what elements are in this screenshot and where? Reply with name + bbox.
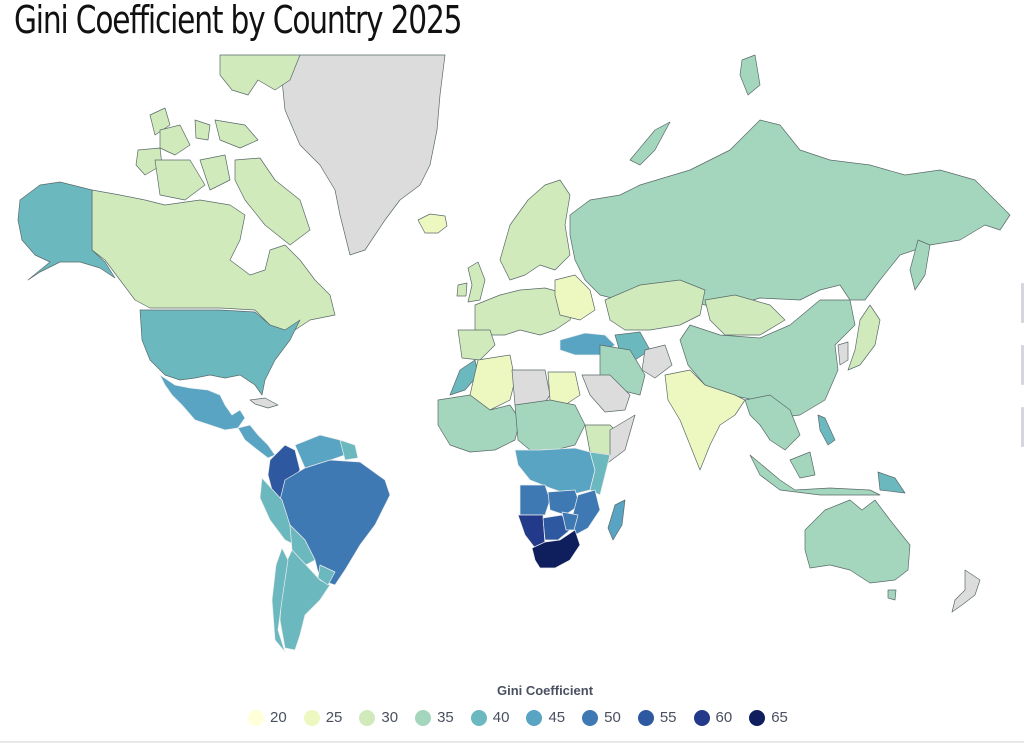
country-ukraine-belarus[interactable]: [554, 274, 596, 321]
country-norway-sweden-finland[interactable]: [499, 179, 571, 281]
country-kazakhstan[interactable]: [604, 279, 706, 331]
country-sahel[interactable]: [514, 399, 586, 451]
legend-label: 65: [771, 709, 788, 726]
country-chile[interactable]: [271, 547, 289, 653]
country-uruguay[interactable]: [317, 564, 336, 586]
legend-label: 40: [492, 709, 510, 726]
legend-label: 25: [325, 709, 343, 726]
country-angola[interactable]: [519, 484, 551, 516]
legend-label: 60: [715, 709, 733, 726]
country-philippines[interactable]: [817, 414, 836, 446]
country-cuba[interactable]: [249, 397, 279, 409]
country-central-america[interactable]: [237, 424, 276, 459]
legend-item-65[interactable]: 65: [749, 709, 788, 726]
legend-item-55[interactable]: 55: [637, 709, 677, 726]
legend-swatch: [248, 709, 264, 726]
country-south-africa[interactable]: [531, 529, 581, 569]
country-morocco[interactable]: [449, 359, 479, 396]
country-australia[interactable]: [804, 499, 911, 584]
legend-label: 55: [659, 709, 677, 726]
legend-swatch: [359, 709, 376, 726]
legend-swatch: [637, 709, 654, 726]
page-title: Gini Coefficient by Country 2025: [14, 0, 463, 42]
legend-item-45[interactable]: 45: [526, 709, 565, 726]
legend-item-35[interactable]: 35: [415, 709, 454, 726]
legend-swatch: [526, 709, 543, 726]
country-southeast-asia[interactable]: [744, 394, 801, 451]
legend-swatch: [582, 709, 599, 726]
country-western-europe[interactable]: [474, 287, 576, 336]
country-zambia[interactable]: [547, 489, 581, 516]
country-papua-new-guinea[interactable]: [877, 471, 906, 494]
country-saudi-arabia[interactable]: [581, 374, 631, 413]
country-east-africa[interactable]: [589, 451, 611, 496]
divider: [0, 741, 1024, 743]
legend-swatch: [749, 709, 766, 726]
country-canada[interactable]: [91, 189, 336, 336]
legend-item-60[interactable]: 60: [693, 709, 733, 726]
country-iceland[interactable]: [417, 213, 448, 234]
legend-label: 30: [381, 709, 399, 726]
country-korea[interactable]: [837, 341, 849, 366]
country-usa[interactable]: [139, 309, 301, 396]
country-namibia[interactable]: [517, 514, 546, 549]
legend-swatch: [693, 709, 710, 726]
legend-label: 50: [604, 709, 621, 726]
map-control-handle[interactable]: [1021, 345, 1024, 385]
country-new-zealand[interactable]: [951, 569, 981, 613]
country-peru[interactable]: [259, 477, 296, 546]
country-somalia[interactable]: [604, 414, 636, 466]
legend-label: 35: [437, 709, 454, 726]
legend-swatch: [470, 709, 487, 726]
country-mongolia[interactable]: [704, 294, 786, 336]
country-borneo[interactable]: [789, 451, 816, 479]
country-india[interactable]: [664, 369, 746, 471]
country-mexico[interactable]: [159, 374, 246, 431]
country-usa-alaska[interactable]: [17, 181, 116, 281]
country-botswana[interactable]: [542, 514, 571, 541]
country-west-africa[interactable]: [437, 394, 521, 453]
country-russia-novaya-zemlya[interactable]: [629, 121, 671, 166]
map-control-handle[interactable]: [1021, 407, 1024, 447]
country-china[interactable]: [679, 299, 856, 419]
country-indonesia[interactable]: [749, 454, 881, 496]
country-madagascar[interactable]: [607, 499, 626, 541]
country-guianas[interactable]: [339, 439, 359, 461]
country-ireland[interactable]: [456, 282, 468, 297]
country-russia[interactable]: [569, 119, 1011, 311]
country-japan[interactable]: [847, 304, 881, 371]
legend-label: 45: [548, 709, 566, 726]
country-greenland[interactable]: [281, 54, 446, 256]
legend-item-40[interactable]: 40: [470, 709, 510, 726]
legend-item-25[interactable]: 25: [303, 709, 343, 726]
legend: 20 25 30 35 40 45 50 55 60 65: [248, 709, 805, 726]
map-control-handle[interactable]: [1021, 283, 1024, 323]
country-zimbabwe[interactable]: [561, 511, 579, 531]
country-canada-islands[interactable]: [219, 54, 301, 96]
country-spain-portugal[interactable]: [457, 329, 496, 361]
country-afghanistan[interactable]: [641, 344, 673, 379]
legend-label: 20: [270, 709, 287, 726]
country-uk[interactable]: [467, 261, 486, 303]
legend-swatch: [303, 709, 320, 726]
legend-title: Gini Coefficient: [496, 683, 594, 698]
world-map[interactable]: [0, 50, 1024, 670]
legend-item-20[interactable]: 20: [248, 709, 287, 726]
legend-item-30[interactable]: 30: [359, 709, 398, 726]
legend-swatch: [415, 709, 432, 726]
legend-item-50[interactable]: 50: [582, 709, 621, 726]
country-egypt[interactable]: [547, 371, 581, 406]
